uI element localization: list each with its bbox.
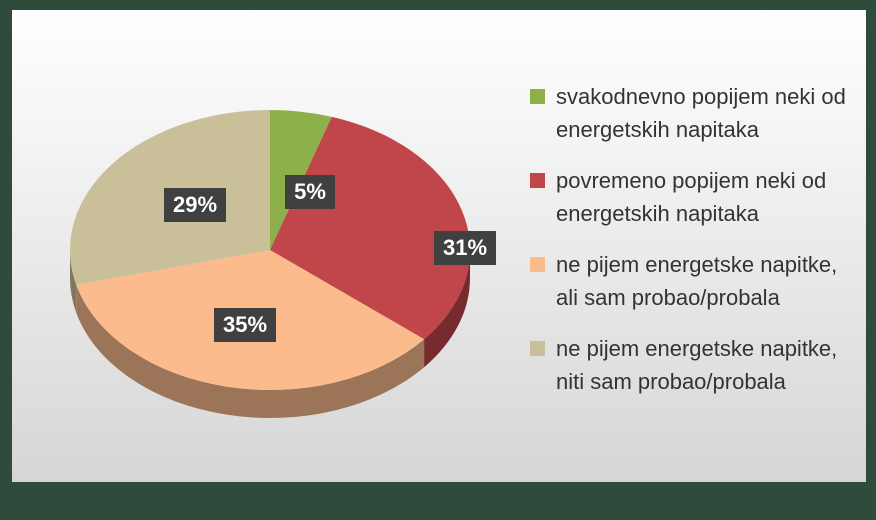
legend-label: svakodnevno popijem neki od energetskih … bbox=[556, 84, 846, 142]
data-label-text: 31% bbox=[443, 235, 487, 260]
legend-swatch bbox=[530, 173, 545, 188]
data-label-box bbox=[434, 231, 496, 265]
legend-label: ne pijem energetske napitke, ali sam pro… bbox=[556, 252, 838, 310]
slice-side bbox=[424, 250, 470, 368]
data-label-box bbox=[285, 175, 335, 209]
legend: svakodnevno popijem neki od energetskih … bbox=[530, 80, 850, 416]
data-label-text: 29% bbox=[173, 192, 217, 217]
slice-side bbox=[76, 284, 425, 419]
legend-item: ne pijem energetske napitke, niti sam pr… bbox=[530, 332, 850, 398]
data-label: 29% bbox=[164, 188, 226, 222]
legend-label: povremeno popijem neki od energetskih na… bbox=[556, 168, 827, 226]
data-label: 31% bbox=[434, 231, 496, 265]
legend-swatch bbox=[530, 89, 545, 104]
data-label-text: 5% bbox=[294, 179, 326, 204]
data-label: 5% bbox=[285, 175, 335, 209]
legend-swatch bbox=[530, 257, 545, 272]
data-label: 35% bbox=[214, 308, 276, 342]
slice bbox=[270, 116, 470, 340]
data-label-text: 35% bbox=[223, 312, 267, 337]
data-label-box bbox=[214, 308, 276, 342]
legend-item: ne pijem energetske napitke, ali sam pro… bbox=[530, 248, 850, 314]
legend-item: svakodnevno popijem neki od energetskih … bbox=[530, 80, 850, 146]
slice-side bbox=[70, 250, 77, 313]
legend-item: povremeno popijem neki od energetskih na… bbox=[530, 164, 850, 230]
legend-swatch bbox=[530, 341, 545, 356]
legend-label: ne pijem energetske napitke, niti sam pr… bbox=[556, 336, 838, 394]
data-label-box bbox=[164, 188, 226, 222]
